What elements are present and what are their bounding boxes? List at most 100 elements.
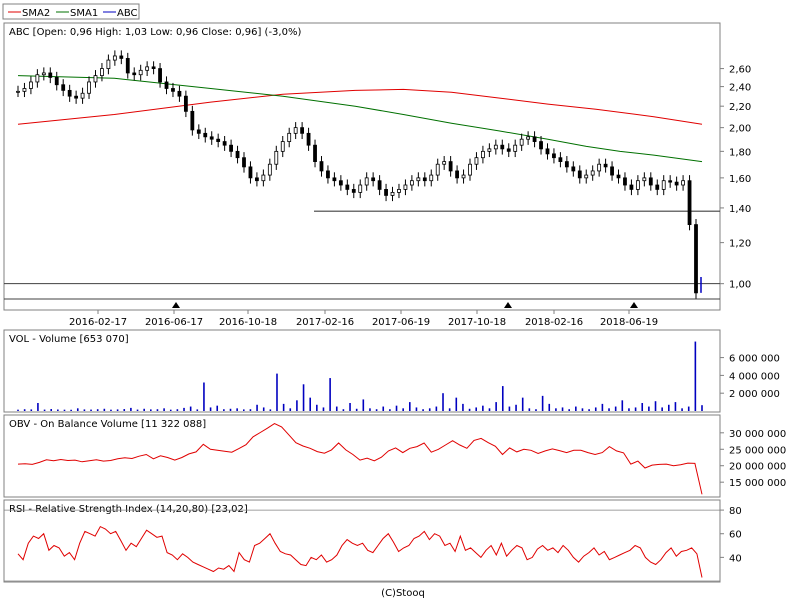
candle-body — [93, 75, 98, 83]
candle-body — [306, 132, 311, 146]
date-tick-label: 2018-06-19 — [600, 317, 658, 328]
candle-body — [668, 180, 673, 183]
candle-body — [694, 224, 698, 294]
candle-body — [687, 180, 692, 226]
candle-body — [61, 84, 66, 91]
candle-body — [584, 174, 589, 179]
price-ytick-label: 1,80 — [729, 147, 751, 158]
candle-body — [364, 177, 369, 186]
candle-body — [48, 72, 53, 78]
obv-panel — [3, 414, 721, 498]
rsi-ytick-label: 80 — [729, 506, 742, 517]
candle-body — [416, 177, 421, 182]
price-ytick-label: 2,20 — [729, 102, 751, 113]
candle-body — [145, 66, 150, 71]
candle-body — [332, 177, 337, 182]
date-tick-label: 2017-06-19 — [372, 317, 430, 328]
volume-ytick-label: 2 000 000 — [729, 389, 780, 400]
candle-body — [222, 141, 227, 146]
candle-body — [280, 141, 285, 152]
price-ytick-label: 1,40 — [729, 204, 751, 215]
candle-body — [67, 89, 72, 97]
obv-ytick-label: 20 000 000 — [729, 462, 786, 473]
candle-body — [112, 55, 117, 61]
date-tick-label: 2018-02-16 — [525, 317, 583, 328]
candle-body — [545, 148, 550, 155]
rsi-panel-title: RSI - Relative Strength Index (14,20,80)… — [9, 504, 248, 515]
candle-body — [313, 144, 317, 162]
candle-body — [106, 59, 111, 69]
candle-body — [377, 180, 382, 190]
candle-body — [209, 136, 214, 140]
candle-body — [409, 180, 414, 186]
price-panel-title: ABC [Open: 0,96 High: 1,03 Low: 0,96 Clo… — [9, 27, 301, 38]
candle-body — [235, 150, 240, 159]
candle-body — [519, 138, 524, 146]
candle-body — [74, 95, 79, 99]
candle-body — [177, 90, 182, 97]
candle-body — [319, 161, 324, 172]
candle-body — [442, 161, 447, 165]
candle-body — [474, 157, 479, 165]
candle-body — [461, 174, 466, 179]
candle-body — [338, 180, 343, 186]
event-marker — [504, 302, 512, 308]
legend-label-abc: ABC — [117, 8, 138, 19]
candle-body — [597, 163, 602, 172]
obv-line — [17, 423, 703, 495]
candle-body — [132, 72, 137, 76]
price-ytick-label: 2,60 — [729, 65, 751, 76]
candle-body — [468, 163, 472, 176]
candle-body — [261, 174, 266, 182]
candle-body — [674, 181, 679, 186]
volume-ytick-label: 6 000 000 — [729, 354, 780, 365]
candle-body — [138, 69, 143, 76]
candle-body — [539, 141, 543, 150]
date-tick-label: 2016-02-17 — [69, 317, 127, 328]
candle-body — [577, 170, 582, 179]
candle-body — [513, 144, 518, 152]
candle-body — [158, 68, 162, 83]
obv-ytick-label: 15 000 000 — [729, 478, 786, 489]
price-ytick-label: 2,40 — [729, 83, 751, 94]
candle-body — [603, 163, 608, 168]
candle-body — [255, 177, 259, 182]
candle-body — [623, 177, 627, 186]
candle-body — [648, 177, 653, 186]
candle-body — [616, 174, 621, 179]
rsi-ytick-label: 60 — [729, 530, 742, 541]
candle-body — [274, 150, 279, 165]
candle-body — [326, 170, 330, 179]
candle-body — [500, 144, 505, 150]
candle-body — [403, 184, 408, 190]
rsi-ytick-label: 40 — [729, 553, 742, 564]
candle-body — [493, 144, 498, 150]
candle-body — [610, 166, 614, 176]
candle-body — [35, 74, 40, 83]
candle-body — [681, 180, 685, 186]
candle-body — [629, 184, 634, 190]
candle-body — [526, 136, 531, 140]
candle-body — [164, 81, 169, 89]
candle-body — [590, 170, 595, 176]
candle-body — [16, 90, 20, 93]
price-ytick-label: 1,00 — [729, 280, 751, 291]
sma2-line — [17, 88, 703, 125]
candle-body — [351, 189, 356, 193]
candle-body — [642, 177, 647, 182]
candle-body — [183, 95, 188, 112]
candle-body — [571, 166, 576, 172]
candle-body — [171, 88, 175, 92]
candle-body — [564, 161, 569, 168]
candle-body — [300, 127, 305, 134]
volume-panel — [3, 329, 721, 413]
candle-body — [358, 184, 363, 193]
date-tick-label: 2017-02-16 — [296, 317, 354, 328]
price-ytick-label: 2,00 — [729, 124, 751, 135]
candle-body — [422, 177, 427, 182]
candle-body — [248, 166, 253, 179]
candle-body — [481, 150, 485, 159]
candle-body — [242, 157, 246, 168]
candle-body — [267, 163, 272, 176]
volume-panel-title: VOL - Volume [653 070] — [9, 334, 129, 345]
